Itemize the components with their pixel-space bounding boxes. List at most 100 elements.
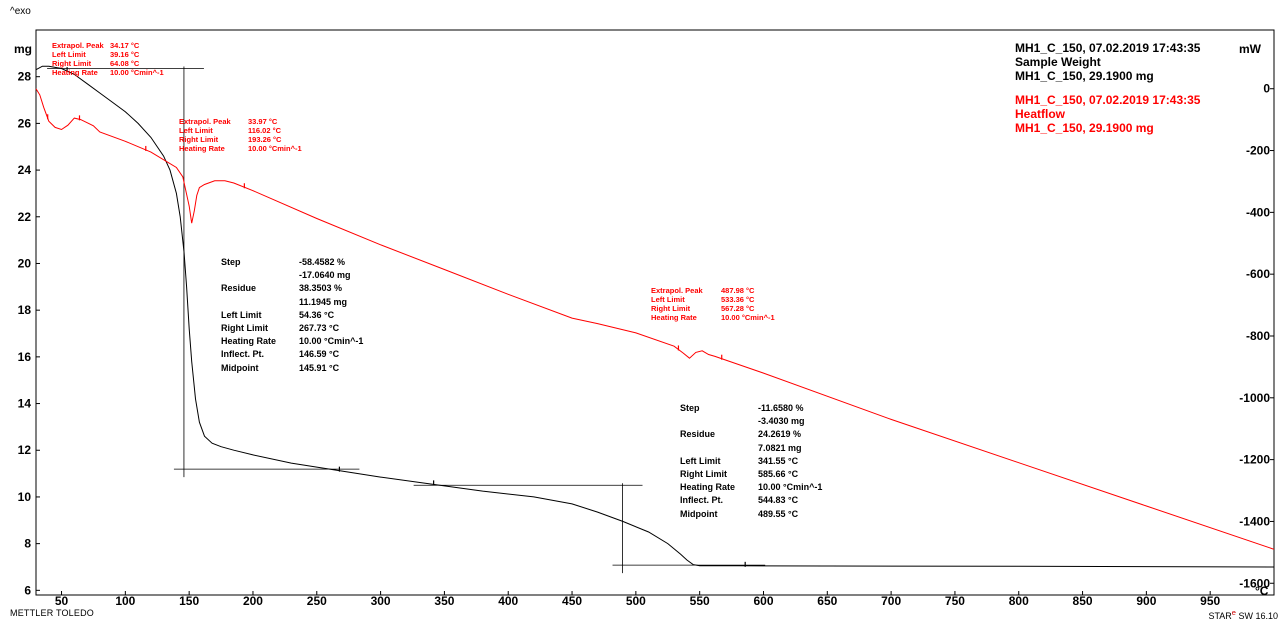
step2-annotation: Step -11.6580 % -3.4030 mg Residue 24.2619 %… <box>680 402 822 521</box>
annotation-row: Left Limit 341.55 °C <box>680 455 822 468</box>
annotation-value: 489.55 °C <box>758 508 799 519</box>
annotation-value: -17.0640 mg <box>299 270 351 281</box>
annotation-key: Inflect. Pt. <box>680 495 724 506</box>
annotation-value: 567.28 °C <box>721 304 755 313</box>
annotation-key: Midpoint <box>680 508 718 519</box>
software-version-footer: STARe SW 16.10 <box>1208 608 1278 621</box>
annotation-value: 34.17 °C <box>110 41 140 50</box>
annotation-key: Left Limit <box>179 126 213 135</box>
sample-weight-legend-line1: MH1_C_150, 07.02.2019 17:43:35 <box>1015 41 1201 55</box>
annotation-row: Heating Rate 10.00 °Cmin^-1 <box>680 481 822 494</box>
sample-weight-curve <box>35 65 1275 568</box>
software-suffix: e <box>1231 608 1236 617</box>
heatflow-legend-line1: MH1_C_150, 07.02.2019 17:43:35 <box>1015 93 1201 107</box>
annotation-row: Left Limit 533.36 °C <box>651 295 775 304</box>
series-layer <box>35 65 1275 568</box>
annotation-value: 39.16 °C <box>110 50 140 59</box>
x-tick-label: 700 <box>881 594 901 608</box>
heatflow-legend: MH1_C_150, 07.02.2019 17:43:35 Heatflow … <box>1015 93 1200 135</box>
annotation-key: Heating Rate <box>680 482 736 493</box>
annotation-key: Residue <box>680 429 716 440</box>
annotation-value: -11.6580 % <box>758 403 804 413</box>
y-tick-label: 8 <box>24 537 31 551</box>
y2-tick-label: -800 <box>1246 329 1270 343</box>
annotation-row: -17.0640 mg <box>221 269 363 282</box>
software-version: SW 16.10 <box>1235 611 1278 621</box>
annotation-row: Right Limit 567.28 °C <box>651 304 775 313</box>
x-tick-label: 500 <box>626 594 646 608</box>
annotation-key: Heating Rate <box>221 336 277 347</box>
annotation-row: Left Limit 39.16 °C <box>52 50 164 59</box>
y-right-unit-label: mW <box>1239 42 1261 56</box>
annotation-key: Heating Rate <box>52 68 98 77</box>
plot-frame <box>35 29 1275 596</box>
y2-tick-label: -600 <box>1246 267 1270 281</box>
annotation-value: 533.36 °C <box>721 295 755 304</box>
brand-footer: METTLER TOLEDO <box>10 608 94 618</box>
y-tick-label: 10 <box>18 490 32 504</box>
annotation-value: 10.00 °Cmin^-1 <box>299 336 364 347</box>
annotation-key: Right Limit <box>680 469 727 480</box>
axis-ticks: 50 100 150 200 250 300 350 400 450 500 550 600 650 70… <box>18 70 1274 608</box>
annotation-value: 487.98 °C <box>721 286 755 295</box>
exo-direction-label: ^exo <box>10 6 31 17</box>
annotation-key <box>221 269 299 282</box>
sample-weight-legend: MH1_C_150, 07.02.2019 17:43:35 Sample We… <box>1015 41 1200 83</box>
annotation-key: Right Limit <box>179 135 219 144</box>
annotation-row: Inflect. Pt. 146.59 °C <box>221 348 363 361</box>
annotation-value: 7.0821 mg <box>758 442 802 453</box>
x-tick-label: 750 <box>945 594 965 608</box>
y2-tick-label: -1000 <box>1239 391 1270 405</box>
peak1-annotation: Extrapol. Peak 34.17 °C Left Limit 39.16 °C… <box>52 41 164 77</box>
annotation-row: Step -11.6580 % <box>680 402 822 415</box>
annotation-value: -58.4582 % <box>299 257 346 267</box>
annotation-key: Step <box>680 403 700 413</box>
x-tick-label: 150 <box>179 594 199 608</box>
y-tick-label: 24 <box>18 163 32 177</box>
annotation-row: Midpoint 489.55 °C <box>680 508 822 521</box>
annotation-key: Residue <box>221 283 257 294</box>
annotation-row: Extrapol. Peak 33.97 °C <box>179 117 302 126</box>
annotation-key: Extrapol. Peak <box>52 41 104 50</box>
annotation-key: Right Limit <box>52 59 92 68</box>
annotation-key: Step <box>221 257 241 267</box>
y2-tick-label: 0 <box>1263 82 1270 96</box>
annotation-row: Left Limit 54.36 °C <box>221 309 363 322</box>
y-tick-label: 28 <box>18 70 32 84</box>
step1-annotation: Step -58.4582 % -17.0640 mg Residue 38.3503 … <box>221 256 363 375</box>
annotation-key: Heating Rate <box>179 144 225 153</box>
annotation-row: Residue 38.3503 % <box>221 282 363 295</box>
annotation-value: 145.91 °C <box>299 362 340 373</box>
annotation-key <box>221 296 299 309</box>
x-unit-label: °C <box>1255 584 1269 598</box>
y-tick-label: 16 <box>18 350 32 364</box>
annotation-value: 54.36 °C <box>299 309 335 320</box>
x-tick-label: 650 <box>817 594 837 608</box>
x-tick-label: 100 <box>115 594 135 608</box>
annotation-key: Left Limit <box>52 50 86 59</box>
y2-tick-label: -1600 <box>1239 576 1270 590</box>
x-tick-label: 850 <box>1073 594 1093 608</box>
y-tick-label: 6 <box>24 583 31 597</box>
annotation-value: 24.2619 % <box>758 429 802 440</box>
heatflow-legend-line3: MH1_C_150, 29.1900 mg <box>1015 121 1154 135</box>
annotation-row: Residue 24.2619 % <box>680 428 822 441</box>
annotation-value: 10.00 °Cmin^-1 <box>110 68 164 77</box>
annotation-key: Left Limit <box>651 295 685 304</box>
y-tick-label: 22 <box>18 210 32 224</box>
annotation-row: Left Limit 116.02 °C <box>179 126 302 135</box>
annotation-row: 7.0821 mg <box>680 442 822 455</box>
y2-tick-label: -400 <box>1246 205 1270 219</box>
y2-tick-label: -200 <box>1246 144 1270 158</box>
annotation-value: 146.59 °C <box>299 349 340 360</box>
annotation-value: 267.73 °C <box>299 323 340 334</box>
annotation-key: Midpoint <box>221 362 259 373</box>
annotation-row: Extrapol. Peak 34.17 °C <box>52 41 164 50</box>
x-tick-label: 600 <box>753 594 773 608</box>
annotation-row: Right Limit 267.73 °C <box>221 322 363 335</box>
peak3-annotation: Extrapol. Peak 487.98 °C Left Limit 533.36 … <box>651 286 775 322</box>
y-tick-label: 20 <box>18 256 32 270</box>
x-tick-label: 200 <box>243 594 263 608</box>
annotation-value: 38.3503 % <box>299 283 343 294</box>
heatflow-curve <box>35 88 1275 550</box>
